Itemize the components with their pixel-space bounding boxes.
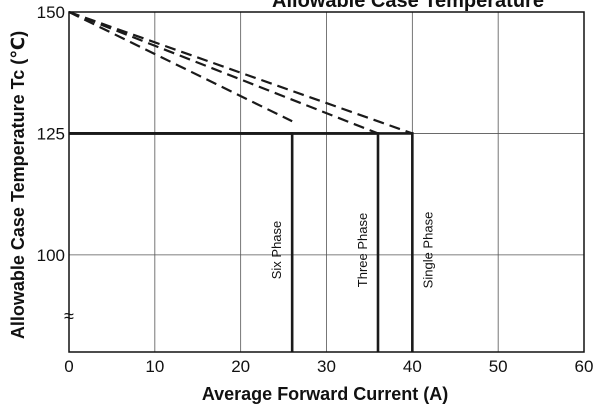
six-phase-label: Six Phase (269, 221, 284, 280)
chart-title: Allowable Case Temperature (272, 0, 544, 12)
y-axis-break-symbol: ≈ (64, 306, 74, 326)
three-phase-label: Three Phase (355, 213, 370, 287)
x-tick-label: 50 (489, 357, 508, 376)
x-tick-label: 20 (231, 357, 250, 376)
x-tick-label: 60 (575, 357, 594, 376)
six-phase-solid-line (69, 132, 294, 352)
series-labels: Single Phase Three Phase Six Phase (269, 212, 435, 289)
tick-labels: 0 10 20 30 40 50 60 100 125 150 (37, 3, 594, 376)
three-phase-dashed-line (68, 10, 379, 135)
x-axis-title: Average Forward Current (A) (202, 384, 448, 404)
plot-frame (68, 11, 585, 353)
x-tick-label: 10 (145, 357, 164, 376)
y-tick-label: 125 (37, 124, 65, 143)
y-tick-label: 100 (37, 246, 65, 265)
x-tick-label: 0 (64, 357, 73, 376)
y-tick-label: 150 (37, 3, 65, 22)
single-phase-dashed-line (68, 10, 413, 135)
x-tick-label: 30 (317, 357, 336, 376)
single-phase-label: Single Phase (420, 212, 435, 289)
grid (69, 12, 584, 352)
three-phase-solid-line (69, 132, 380, 352)
series-lines (68, 10, 414, 352)
six-phase-dashed-line (68, 11, 293, 123)
y-axis-title: Allowable Case Temperature Tc (℃) (8, 31, 28, 339)
x-tick-label: 40 (403, 357, 422, 376)
